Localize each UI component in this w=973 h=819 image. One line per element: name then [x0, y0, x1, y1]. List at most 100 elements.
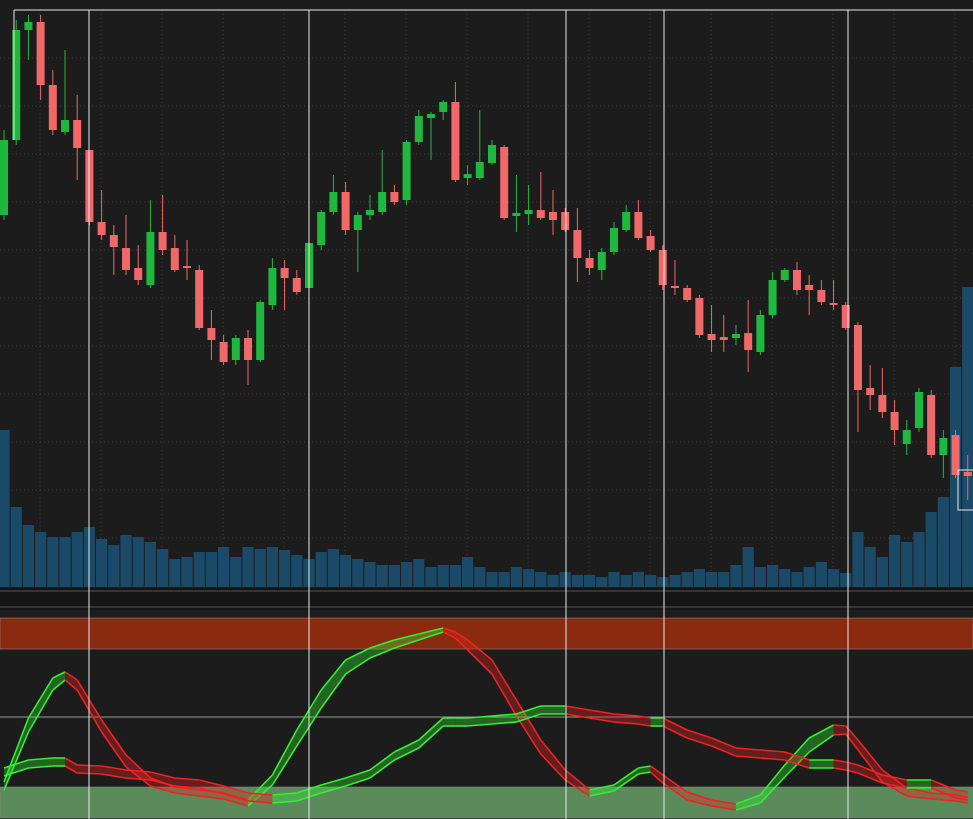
candle-body — [939, 438, 948, 455]
volume-bar — [559, 572, 571, 587]
volume-bar — [474, 567, 486, 587]
volume-bar — [10, 507, 22, 587]
band-line — [345, 769, 371, 779]
volume-bar — [766, 565, 779, 587]
candle-body — [219, 342, 228, 362]
band-fill — [272, 730, 297, 785]
volume-bar — [779, 569, 791, 587]
candle-body — [475, 162, 484, 178]
volume-bar — [632, 572, 644, 587]
band-line — [613, 721, 639, 725]
volume-bar — [571, 575, 583, 587]
band-line — [662, 782, 688, 801]
candle-body — [402, 142, 411, 200]
volume-bar — [644, 575, 657, 587]
band-line — [320, 777, 346, 786]
band-fill — [467, 716, 492, 726]
volume-bar — [742, 547, 754, 587]
price-panel — [0, 15, 973, 587]
volume-bar — [388, 565, 400, 587]
band-fill — [687, 792, 712, 806]
candle-body — [390, 192, 399, 202]
zone — [0, 786, 973, 819]
band-line — [735, 755, 761, 759]
volume-bar — [205, 552, 218, 587]
candle-body — [24, 22, 33, 30]
band-line — [711, 737, 737, 749]
volume-bar — [400, 562, 413, 587]
band-line — [650, 765, 664, 776]
band-fill — [857, 740, 883, 782]
band-line — [955, 789, 968, 793]
volume-bar — [327, 549, 340, 587]
volume-bar — [730, 565, 742, 587]
volume-bar — [510, 567, 522, 587]
band-line — [3, 759, 29, 769]
band-line — [662, 725, 688, 739]
band-line — [564, 779, 591, 797]
band-fill — [638, 716, 651, 726]
band-line — [686, 729, 712, 739]
volume-bar — [547, 575, 559, 587]
candle-body — [512, 213, 521, 216]
band-line — [369, 639, 395, 649]
band-line — [271, 729, 298, 776]
band-fill — [65, 672, 78, 690]
band-line — [589, 717, 615, 723]
band-fill — [662, 775, 688, 800]
candle-body — [585, 258, 594, 268]
band-line — [857, 739, 883, 771]
candle-body — [158, 232, 167, 250]
candle-body — [768, 280, 777, 315]
band-fill — [711, 800, 736, 810]
oscillator-panel — [0, 617, 973, 819]
candle-body — [927, 395, 936, 455]
band-line — [638, 771, 651, 775]
band-line — [3, 731, 30, 791]
band-fill — [101, 720, 127, 767]
band-line — [613, 713, 639, 717]
candle-body — [463, 174, 472, 178]
band-line — [320, 673, 347, 709]
volume-bar — [449, 565, 461, 587]
candle-body — [268, 268, 277, 305]
band-fill — [272, 793, 297, 803]
candle-body — [817, 290, 826, 302]
volume-bar — [925, 512, 937, 587]
band-fill — [321, 660, 346, 708]
band-line — [613, 767, 639, 786]
band-line — [759, 764, 786, 796]
band-fill — [394, 634, 419, 648]
band-line — [199, 787, 224, 795]
candle-body — [914, 392, 923, 428]
band-line — [650, 771, 664, 784]
band-line — [150, 785, 176, 794]
band-line — [882, 782, 907, 789]
candle-body — [719, 337, 728, 340]
band-line — [394, 739, 420, 753]
volume-bar — [340, 555, 352, 587]
band-line — [955, 794, 968, 798]
band-line — [125, 754, 151, 779]
band-fill — [345, 770, 370, 786]
band-line — [199, 795, 224, 800]
band-line — [272, 792, 297, 796]
band-fill — [784, 738, 810, 777]
volume-bar — [144, 542, 157, 587]
band-line — [735, 794, 761, 805]
candle-body — [414, 116, 423, 142]
candle-body — [97, 222, 106, 235]
band-line — [101, 765, 127, 771]
volume-bar — [901, 542, 913, 587]
candle-body — [170, 248, 179, 270]
candle-body — [487, 145, 496, 163]
band-line — [760, 757, 785, 761]
volume-bar — [71, 532, 83, 587]
candle-body — [683, 288, 692, 300]
band-line — [491, 713, 517, 717]
band-line — [174, 777, 200, 781]
band-line — [320, 785, 346, 794]
band-fill — [650, 766, 663, 783]
candle-body — [658, 250, 667, 285]
